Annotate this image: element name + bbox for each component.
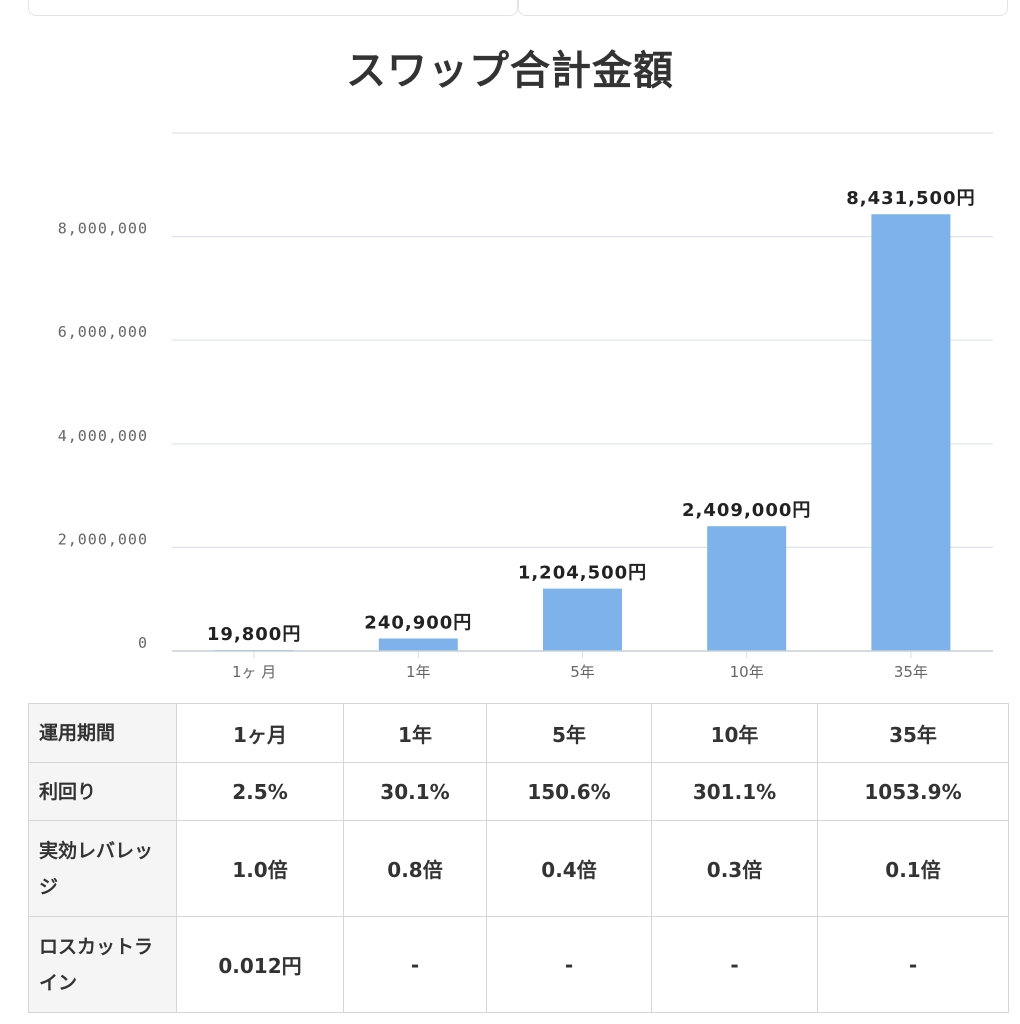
table-cell: - [817,916,1009,1013]
y-tick-label: 0 [138,634,148,652]
swap-total-chart: 0 2,000,000 4,000,000 6,000,000 8,000,000 19,… [58,132,993,681]
bar [378,638,458,651]
y-tick-label: 6,000,000 [58,323,148,341]
x-tick-label: 1ヶ 月 [232,663,276,681]
stats-table: 運用期間 1ヶ月 1年 5年 10年 35年 利回り 2.5% 30.1% 15… [28,703,1009,1013]
data-label: 19,800円 [207,624,301,645]
x-tick-label: 5年 [570,663,595,681]
table-row: 実効レバレッジ 1.0倍 0.8倍 0.4倍 0.3倍 0.1倍 [28,820,1009,917]
x-tick-label: 35年 [894,663,928,681]
table-cell: 0.3倍 [651,820,818,917]
bar [871,214,951,652]
table-row-label: 運用期間 [28,703,177,763]
table-cell: 301.1% [651,762,818,821]
y-tick-label: 2,000,000 [58,530,148,548]
chart-title: スワップ合計金額 [346,48,674,94]
data-label: 8,431,500円 [846,188,975,209]
table-cell: 2.5% [176,762,344,821]
bar [543,588,622,651]
table-cell: 0.012円 [176,916,344,1013]
table-cell: 1.0倍 [176,820,344,917]
data-label: 2,409,000円 [682,500,811,521]
table-header-cell: 1年 [343,703,487,763]
table-header-cell: 35年 [817,703,1009,763]
table-cell: 0.1倍 [817,820,1009,917]
table-row: 利回り 2.5% 30.1% 150.6% 301.1% 1053.9% [28,762,1009,821]
table-header-cell: 5年 [486,703,652,763]
top-card-left [28,0,518,16]
table-cell: 1053.9% [817,762,1009,821]
table-row: ロスカットライン 0.012円 - - - - [28,916,1009,1013]
table-cell: 0.8倍 [343,820,487,917]
x-tick-label: 1年 [406,663,431,681]
table-cell: 150.6% [486,762,652,821]
bar [707,526,787,651]
y-tick-label: 8,000,000 [58,220,148,238]
y-tick-label: 4,000,000 [58,427,148,445]
table-row-label: ロスカットライン [28,916,177,1013]
data-label: 1,204,500円 [518,563,647,584]
table-row-label: 実効レバレッジ [28,820,177,917]
table-cell: 30.1% [343,762,487,821]
table-row: 運用期間 1ヶ月 1年 5年 10年 35年 [28,703,1009,763]
table-cell: 0.4倍 [486,820,652,917]
table-header-cell: 10年 [651,703,818,763]
table-cell: - [651,916,818,1013]
data-label: 240,900円 [364,613,472,634]
table-cell: - [343,916,487,1013]
top-card-right [518,0,1008,16]
table-header-cell: 1ヶ月 [176,703,344,763]
x-tick-label: 10年 [730,663,764,681]
table-row-label: 利回り [28,762,177,821]
table-cell: - [486,916,652,1013]
